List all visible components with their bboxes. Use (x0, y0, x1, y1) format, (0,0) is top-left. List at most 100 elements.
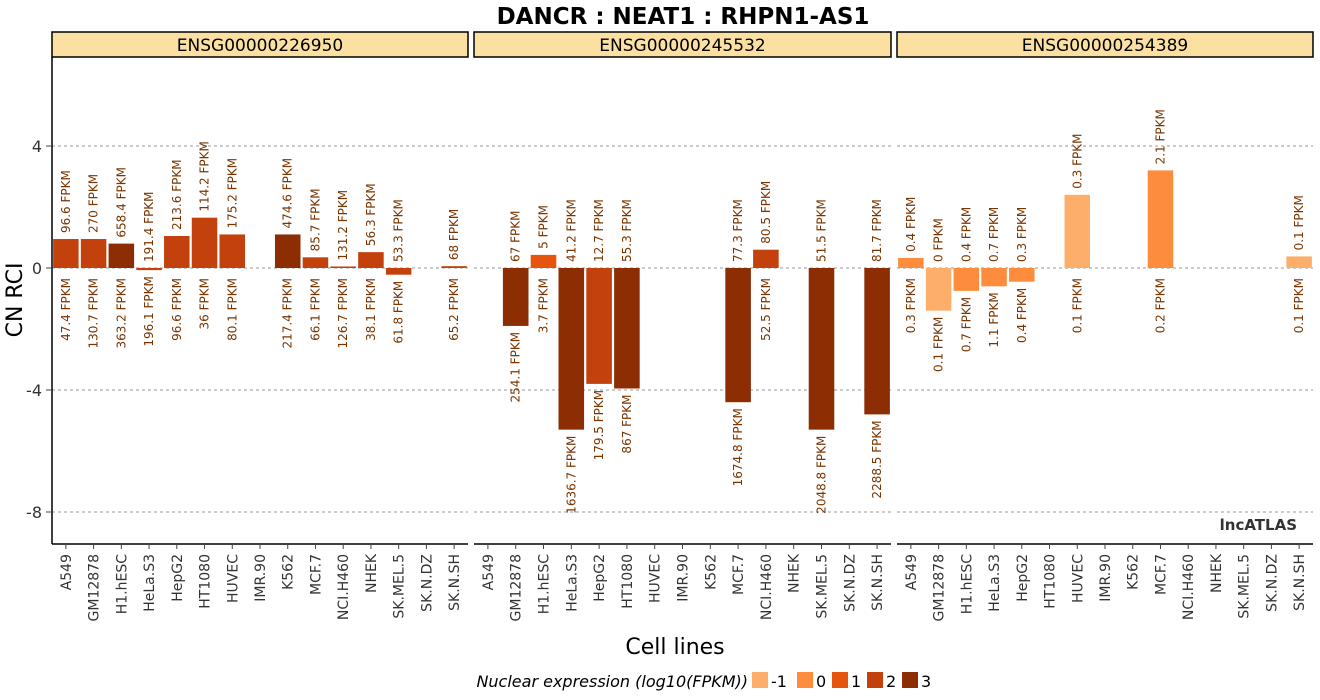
x-tick-label: HUVEC (1070, 554, 1086, 603)
bar-hela-s3 (136, 268, 162, 271)
bar-nci-h460 (330, 266, 356, 268)
x-tick-label: NHEK (787, 553, 803, 593)
bar-label-bottom: 0.4 FPKM (1015, 288, 1029, 343)
x-tick-label: GM12878 (87, 554, 103, 621)
x-tick-label: NCI.H460 (1181, 554, 1197, 620)
bar-label-top: 114.2 FPKM (198, 141, 212, 212)
bar-label-top: 658.4 FPKM (114, 167, 128, 238)
bar-label-top: 0.4 FPKM (904, 197, 918, 252)
strip-label-2: ENSG00000245532 (599, 36, 765, 56)
bar-label-bottom: 126.7 FPKM (336, 278, 350, 349)
bar-hepg2 (1009, 268, 1035, 282)
bar-label-bottom: 1674.8 FPKM (731, 408, 745, 486)
bar-label-top: 53.3 FPKM (392, 199, 406, 262)
panel-2: ENSG00000245532 67 FPKM 254.1 FPKM 5 FPKM 3.… (473, 31, 892, 621)
x-tick-label: IMR.90 (676, 554, 692, 602)
x-tick-label: K562 (281, 554, 297, 590)
bar-label-top: 0.3 FPKM (1015, 207, 1029, 262)
bar-label-top: 77.3 FPKM (731, 199, 745, 262)
x-tick-label: NHEK (1209, 553, 1225, 593)
x-tick-label: HUVEC (648, 554, 664, 603)
legend-swatch (832, 672, 848, 688)
x-tick-label: H1.hESC (959, 554, 975, 614)
bar-label-bottom: 47.4 FPKM (59, 278, 73, 341)
bar-label-top: 270 FPKM (87, 174, 101, 233)
bar-nci-h460 (753, 249, 779, 268)
x-tick-label: GM12878 (932, 554, 948, 621)
bar-h1-hesc (530, 254, 557, 268)
bar-label-bottom: 80.1 FPKM (225, 278, 239, 341)
bar-label-top: 55.3 FPKM (620, 199, 634, 262)
bar-sk-n-sh (864, 268, 890, 415)
bar-label-top: 96.6 FPKM (59, 170, 73, 233)
legend-swatch (752, 672, 768, 688)
bar-label-bottom: 96.6 FPKM (170, 278, 184, 341)
bar-hepg2 (164, 235, 190, 268)
x-tick-label: SK.MEL.5 (1237, 554, 1253, 619)
x-tick-label: HeLa.S3 (564, 554, 580, 612)
bar-label-bottom: 0.1 FPKM (1070, 278, 1084, 333)
bar-hepg2 (586, 268, 612, 384)
strip-label-1: ENSG00000226950 (177, 36, 343, 56)
bar-label-bottom: 66.1 FPKM (308, 278, 322, 341)
bar-label-top: 213.6 FPKM (170, 159, 184, 230)
x-tick-label: HepG2 (1015, 554, 1031, 602)
bar-label-top: 474.6 FPKM (281, 158, 295, 229)
bar-h1-hesc (953, 268, 980, 291)
x-tick-label: SK.N.DZ (1264, 554, 1280, 612)
legend: Nuclear expression (log10(FPKM)) -1 0 1 2 3 (476, 672, 931, 691)
bar-label-bottom: 0.1 FPKM (1292, 278, 1306, 333)
x-tick-label: H1.hESC (114, 554, 130, 614)
x-tick-label: H1.hESC (537, 554, 553, 614)
bar-ht1080 (614, 268, 640, 389)
bar-label-top: 85.7 FPKM (308, 188, 322, 251)
bar-label-top: 67 FPKM (509, 211, 523, 262)
bar-ht1080 (191, 217, 218, 268)
x-tick-label: SK.N.DZ (842, 554, 858, 612)
strip-2 (473, 31, 892, 58)
bar-label-top: 12.7 FPKM (592, 199, 606, 262)
bar-label-top: 41.2 FPKM (564, 199, 578, 262)
strip-label-3: ENSG00000254389 (1022, 36, 1188, 56)
bar-huvec (1064, 194, 1091, 268)
x-tick-label: SK.N.DZ (419, 554, 435, 612)
legend-swatch (867, 672, 883, 688)
bar-label-top: 191.4 FPKM (142, 191, 156, 262)
bar-label-bottom: 1636.7 FPKM (564, 436, 578, 514)
bar-label-bottom: 65.2 FPKM (447, 278, 461, 341)
legend-label: -1 (771, 672, 787, 691)
y-tick-label: 0 (32, 259, 42, 278)
bar-gm12878 (80, 239, 107, 268)
x-tick-label: SK.MEL.5 (815, 554, 831, 619)
legend-label: 0 (816, 672, 826, 691)
bar-k562 (274, 234, 301, 268)
bar-nhek (358, 252, 384, 268)
bar-label-bottom: 130.7 FPKM (87, 278, 101, 349)
bar-label-top: 68 FPKM (447, 209, 461, 260)
x-tick-label: SK.N.SH (870, 554, 886, 611)
bar-label-top: 5 FPKM (537, 205, 551, 249)
x-tick-label: MCF.7 (1153, 554, 1169, 595)
x-tick-label: IMR.90 (253, 554, 269, 602)
bar-label-top: 56.3 FPKM (364, 183, 378, 246)
bar-label-bottom: 61.8 FPKM (392, 281, 406, 344)
bar-hela-s3 (558, 268, 585, 430)
bar-label-top: 80.5 FPKM (759, 181, 773, 244)
bar-label-bottom: 1.1 FPKM (987, 292, 1001, 347)
bar-label-top: 175.2 FPKM (225, 158, 239, 229)
y-tick-label: -8 (26, 503, 42, 522)
x-tick-label: NCI.H460 (759, 554, 775, 620)
bar-label-bottom: 36 FPKM (198, 278, 212, 329)
bar-label-bottom: 196.1 FPKM (142, 276, 156, 347)
x-tick-label: MCF.7 (731, 554, 747, 595)
x-tick-label: HeLa.S3 (987, 554, 1003, 612)
strip-1 (51, 31, 469, 58)
chart-title: DANCR : NEAT1 : RHPN1-AS1 (497, 4, 870, 30)
bar-label-top: 51.5 FPKM (815, 199, 829, 262)
legend-label: 3 (921, 672, 931, 691)
x-tick-label: A549 (481, 554, 497, 590)
bar-label-bottom: 867 FPKM (620, 394, 634, 453)
bar-gm12878 (502, 268, 529, 326)
bar-label-top: 2.1 FPKM (1153, 109, 1167, 164)
